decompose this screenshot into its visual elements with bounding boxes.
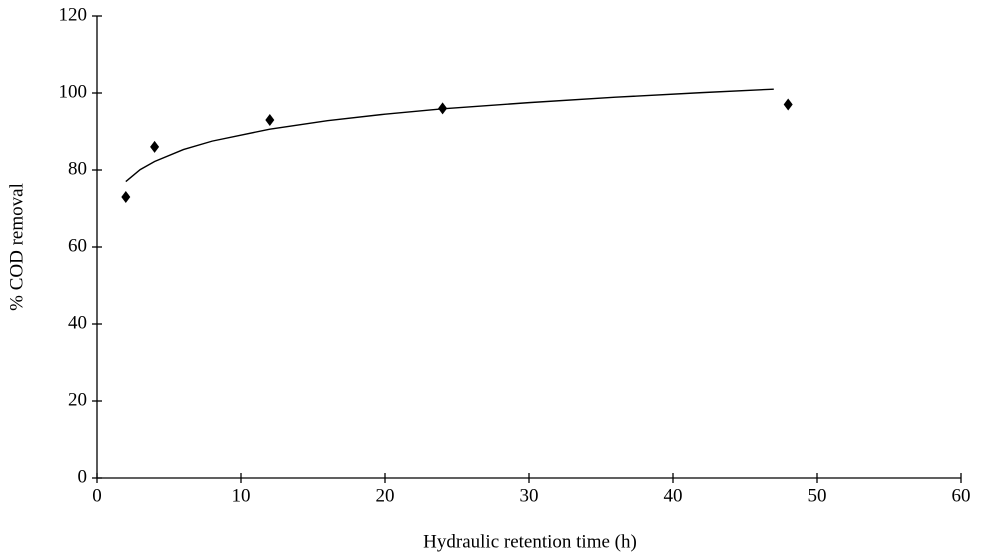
x-axis-label: Hydraulic retention time (h) bbox=[423, 531, 637, 552]
x-tick-label: 60 bbox=[952, 485, 971, 506]
data-point bbox=[783, 98, 793, 111]
y-tick-label: 40 bbox=[68, 312, 87, 333]
data-point bbox=[265, 113, 275, 126]
y-tick-label: 100 bbox=[59, 81, 88, 102]
y-tick-label: 80 bbox=[68, 158, 87, 179]
x-tick-label: 30 bbox=[520, 485, 539, 506]
x-tick-label: 0 bbox=[92, 485, 102, 506]
data-point bbox=[121, 190, 131, 203]
y-tick-label: 60 bbox=[68, 235, 87, 256]
y-tick-label: 120 bbox=[59, 4, 88, 25]
x-tick-label: 50 bbox=[808, 485, 827, 506]
data-point bbox=[150, 140, 160, 153]
x-tick-label: 20 bbox=[376, 485, 395, 506]
y-axis-label: % COD removal bbox=[6, 183, 27, 311]
y-tick-label: 0 bbox=[78, 466, 88, 487]
x-tick-label: 10 bbox=[232, 485, 251, 506]
trend-line bbox=[125, 88, 774, 183]
y-tick-label: 20 bbox=[68, 389, 87, 410]
x-tick-label: 40 bbox=[664, 485, 683, 506]
